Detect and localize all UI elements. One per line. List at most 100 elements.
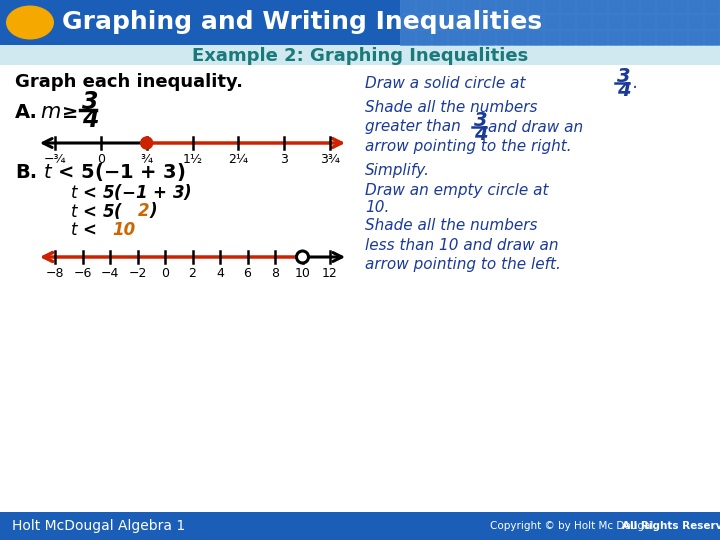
Text: 4: 4 xyxy=(216,267,224,280)
Text: 2¼: 2¼ xyxy=(228,153,248,166)
Bar xyxy=(672,0,687,13)
Bar xyxy=(528,0,543,13)
Bar xyxy=(576,30,591,45)
Text: 12: 12 xyxy=(322,267,338,280)
Text: 10: 10 xyxy=(112,221,135,239)
Text: Copyright © by Holt Mc Dougal.: Copyright © by Holt Mc Dougal. xyxy=(490,521,657,531)
Text: 0: 0 xyxy=(96,153,105,166)
Text: Simplify.: Simplify. xyxy=(365,163,430,178)
Text: arrow pointing to the right.: arrow pointing to the right. xyxy=(365,138,572,153)
Bar xyxy=(464,0,479,13)
Text: ¾: ¾ xyxy=(140,153,153,166)
Bar xyxy=(560,30,575,45)
Bar xyxy=(688,30,703,45)
Text: less than 10 and draw an: less than 10 and draw an xyxy=(365,238,559,253)
Text: 3: 3 xyxy=(280,153,288,166)
Bar xyxy=(528,30,543,45)
Text: $t$ < 5(−1 + 3): $t$ < 5(−1 + 3) xyxy=(43,161,186,183)
Bar xyxy=(432,30,447,45)
Bar xyxy=(592,14,607,29)
Circle shape xyxy=(140,137,153,149)
Bar xyxy=(496,14,511,29)
Text: .: . xyxy=(632,74,637,92)
Bar xyxy=(592,30,607,45)
Bar xyxy=(448,14,463,29)
Text: −¾: −¾ xyxy=(44,153,66,166)
Bar xyxy=(512,30,527,45)
Text: Draw an empty circle at: Draw an empty circle at xyxy=(365,183,549,198)
Text: Graphing and Writing Inequalities: Graphing and Writing Inequalities xyxy=(62,10,542,35)
Text: A.: A. xyxy=(15,103,38,122)
Bar xyxy=(544,30,559,45)
Bar xyxy=(576,0,591,13)
Text: 3: 3 xyxy=(82,90,99,114)
Bar xyxy=(672,30,687,45)
Text: and draw an: and draw an xyxy=(488,119,583,134)
Bar xyxy=(544,0,559,13)
Text: 2: 2 xyxy=(138,202,150,220)
Ellipse shape xyxy=(6,5,54,39)
Text: $t$ <: $t$ < xyxy=(70,221,98,239)
Bar xyxy=(640,14,655,29)
Bar xyxy=(528,14,543,29)
Text: −6: −6 xyxy=(73,267,91,280)
Text: −8: −8 xyxy=(46,267,64,280)
Text: greater than: greater than xyxy=(365,119,461,134)
Bar xyxy=(560,0,575,13)
Bar xyxy=(704,0,719,13)
Bar xyxy=(560,14,575,29)
Text: Shade all the numbers: Shade all the numbers xyxy=(365,100,538,116)
Text: 4: 4 xyxy=(474,125,487,144)
Bar xyxy=(400,0,415,13)
Bar xyxy=(416,0,431,13)
Bar xyxy=(512,14,527,29)
Bar xyxy=(672,14,687,29)
Circle shape xyxy=(297,251,308,263)
Bar xyxy=(704,14,719,29)
Bar xyxy=(576,14,591,29)
Bar xyxy=(0,45,720,65)
Bar xyxy=(688,14,703,29)
Text: All Rights Reserved.: All Rights Reserved. xyxy=(622,521,720,531)
Bar xyxy=(480,14,495,29)
Bar xyxy=(704,30,719,45)
Text: 3: 3 xyxy=(474,111,487,130)
Bar xyxy=(640,0,655,13)
Bar xyxy=(544,14,559,29)
Bar xyxy=(400,14,415,29)
Text: 0: 0 xyxy=(161,267,169,280)
Bar xyxy=(608,14,623,29)
Bar xyxy=(480,0,495,13)
Text: Draw a solid circle at: Draw a solid circle at xyxy=(365,76,526,91)
Text: Example 2: Graphing Inequalities: Example 2: Graphing Inequalities xyxy=(192,47,528,65)
Bar xyxy=(608,0,623,13)
Text: 4: 4 xyxy=(617,80,631,99)
Bar xyxy=(0,512,720,540)
Bar xyxy=(400,30,415,45)
Text: Shade all the numbers: Shade all the numbers xyxy=(365,219,538,233)
Text: 6: 6 xyxy=(243,267,251,280)
Text: 10: 10 xyxy=(294,267,310,280)
Bar xyxy=(608,30,623,45)
Bar xyxy=(416,14,431,29)
Text: 3: 3 xyxy=(617,66,631,85)
Bar xyxy=(480,30,495,45)
Bar xyxy=(640,30,655,45)
Bar xyxy=(512,0,527,13)
Bar xyxy=(432,14,447,29)
Text: 1½: 1½ xyxy=(182,153,202,166)
Bar xyxy=(464,14,479,29)
Bar xyxy=(0,0,720,45)
Bar xyxy=(656,14,671,29)
Bar xyxy=(496,30,511,45)
Text: $t$ < 5(−1 + 3): $t$ < 5(−1 + 3) xyxy=(70,182,192,202)
Bar xyxy=(656,30,671,45)
Bar xyxy=(416,30,431,45)
Text: Graph each inequality.: Graph each inequality. xyxy=(15,73,243,91)
Text: 4: 4 xyxy=(82,108,99,132)
Bar xyxy=(656,0,671,13)
Bar xyxy=(624,30,639,45)
Text: ≥: ≥ xyxy=(62,103,78,122)
Text: Holt McDougal Algebra 1: Holt McDougal Algebra 1 xyxy=(12,519,185,533)
Bar xyxy=(624,14,639,29)
